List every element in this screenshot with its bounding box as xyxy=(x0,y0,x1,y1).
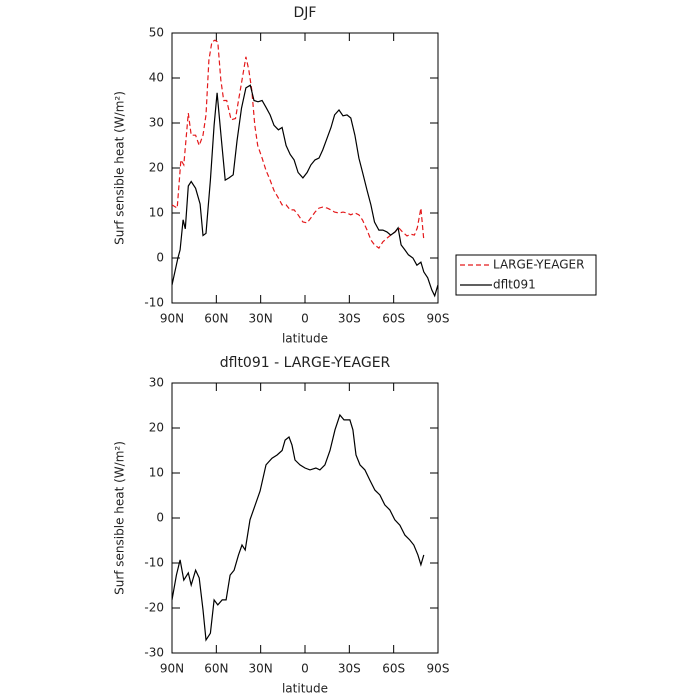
y-axis-label: Surf sensible heat (W/m²) xyxy=(113,91,127,245)
x-tick-label: 30S xyxy=(338,312,361,326)
x-tick-label: 60S xyxy=(382,312,405,326)
plot-frame xyxy=(171,32,439,304)
x-tick-label: 60S xyxy=(382,662,405,676)
y-tick-label: -20 xyxy=(144,601,164,615)
x-tick-label: 30S xyxy=(338,662,361,676)
x-tick-label: 90N xyxy=(160,312,184,326)
x-axis-label: latitude xyxy=(282,682,328,696)
x-tick-label: 60N xyxy=(204,662,228,676)
y-tick-label: -10 xyxy=(144,296,164,310)
data-line xyxy=(171,413,425,642)
x-axis-label: latitude xyxy=(282,332,328,346)
x-tick-label: 0 xyxy=(301,312,309,326)
y-axis-label: Surf sensible heat (W/m²) xyxy=(113,441,127,595)
y-tick-label: -10 xyxy=(144,556,164,570)
x-tick-label: 90S xyxy=(427,662,450,676)
legend-label: LARGE-YEAGER xyxy=(493,258,584,272)
y-tick-label: 50 xyxy=(149,26,164,40)
chart-title: DJF xyxy=(294,5,317,21)
legend-label: dflt091 xyxy=(493,278,536,292)
x-tick-label: 30N xyxy=(249,662,273,676)
x-tick-label: 60N xyxy=(204,312,228,326)
y-tick-label: 10 xyxy=(149,466,164,480)
y-tick-label: 0 xyxy=(156,251,164,265)
data-line xyxy=(171,84,439,298)
y-tick-label: 20 xyxy=(149,161,164,175)
y-tick-label: 40 xyxy=(149,71,164,85)
legend-box xyxy=(455,254,597,296)
x-tick-label: 90N xyxy=(160,662,184,676)
y-tick-label: 10 xyxy=(149,206,164,220)
y-tick-label: 30 xyxy=(149,376,164,390)
x-tick-label: 30N xyxy=(249,312,273,326)
y-tick-label: 0 xyxy=(156,511,164,525)
chart-title: dflt091 - LARGE-YEAGER xyxy=(220,355,391,371)
x-tick-label: 0 xyxy=(301,662,309,676)
x-tick-label: 90S xyxy=(427,312,450,326)
y-tick-label: -30 xyxy=(144,646,164,660)
plot-frame xyxy=(171,382,439,654)
y-tick-label: 30 xyxy=(149,116,164,130)
y-tick-label: 20 xyxy=(149,421,164,435)
data-line xyxy=(171,39,425,249)
